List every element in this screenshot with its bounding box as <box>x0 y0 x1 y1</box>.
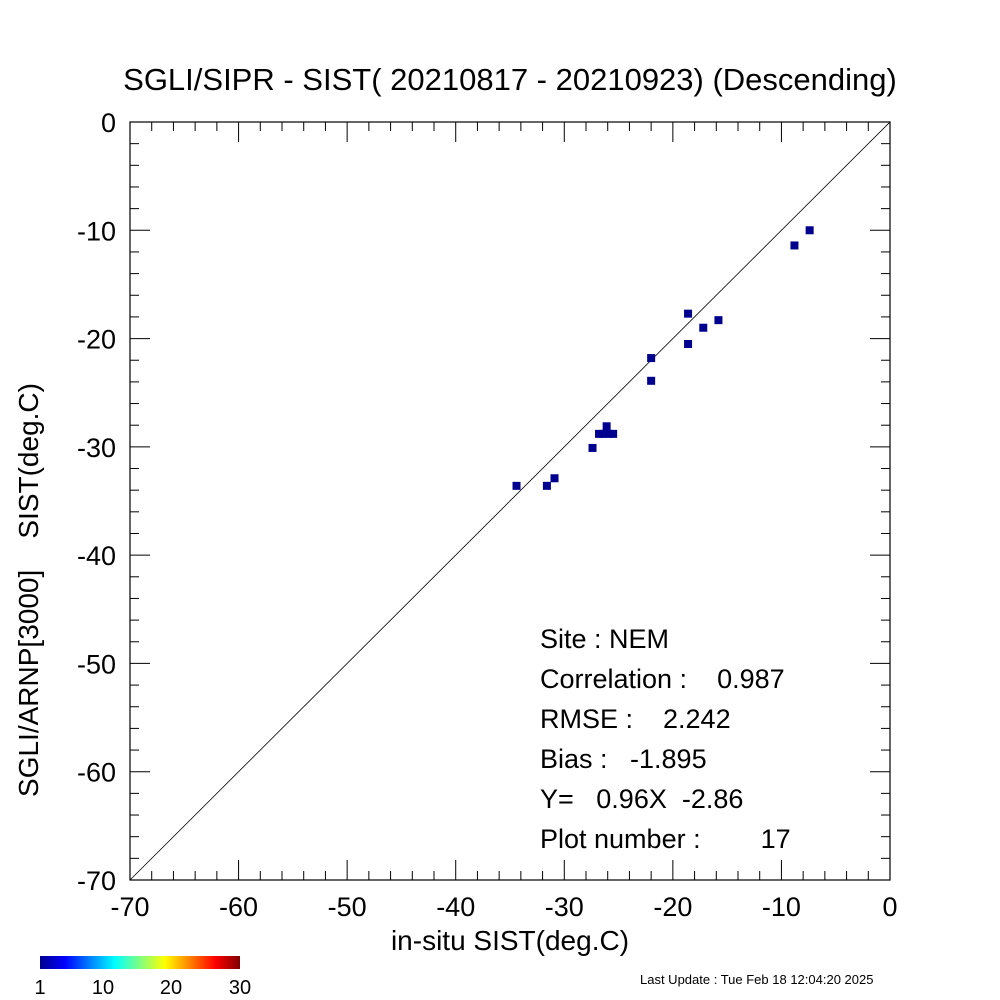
colorbar-gradient <box>40 956 240 969</box>
y-tick-label: -50 <box>77 649 116 679</box>
data-point <box>609 429 618 438</box>
data-point <box>790 241 799 250</box>
data-point <box>714 316 723 325</box>
data-point <box>512 481 521 490</box>
x-tick-label: -50 <box>328 892 367 922</box>
data-point <box>647 376 656 385</box>
data-point <box>550 474 559 483</box>
x-tick-label: -40 <box>436 892 475 922</box>
plot-frame <box>129 121 891 881</box>
y-tick-label: -30 <box>77 433 116 463</box>
data-point <box>699 323 708 332</box>
x-tick-label: -30 <box>545 892 584 922</box>
plot-axes: -70 -60 -50 -40 -30 -20 -10 0 -70 -60 -50 -40 -30 -20… <box>77 108 898 922</box>
y-tick-label: -10 <box>77 216 116 246</box>
x-tick-label: -10 <box>762 892 801 922</box>
y-tick-label: 0 <box>101 108 116 138</box>
data-point <box>684 339 693 348</box>
colorbar-tick-1: 1 <box>34 977 45 999</box>
data-point <box>647 354 656 363</box>
colorbar-tick-30: 30 <box>229 977 251 999</box>
x-tick-label: -20 <box>653 892 692 922</box>
stat-regression: Y= 0.96X -2.86 <box>540 784 743 814</box>
one-to-one-line <box>129 121 891 881</box>
data-point <box>595 429 604 438</box>
stat-rmse: RMSE : 2.242 <box>540 704 731 734</box>
y-axis-label: SGLI/ARNP[3000] SIST(deg.C) <box>13 383 44 797</box>
data-point <box>602 422 611 431</box>
stat-plot-number: Plot number : 17 <box>540 824 791 854</box>
y-tick-label: -20 <box>77 325 116 355</box>
statistics-box: Site : NEM Correlation : 0.987 RMSE : 2.… <box>540 624 791 854</box>
data-point <box>599 429 608 438</box>
last-update: Last Update : Tue Feb 18 12:04:20 2025 <box>640 972 873 987</box>
chart-title: SGLI/SIPR - SIST( 20210817 - 20210923) (… <box>123 62 897 97</box>
colorbar: 1 10 20 30 <box>34 956 251 999</box>
colorbar-tick-10: 10 <box>92 977 114 999</box>
data-point <box>542 481 551 490</box>
stat-site: Site : NEM <box>540 624 669 654</box>
y-tick-label: -60 <box>77 758 116 788</box>
x-tick-label: -60 <box>219 892 258 922</box>
y-tick-label: -70 <box>77 866 116 896</box>
data-point <box>684 309 693 318</box>
data-points <box>512 226 814 490</box>
data-point <box>588 443 597 452</box>
colorbar-tick-20: 20 <box>160 977 182 999</box>
x-tick-label: -70 <box>110 892 149 922</box>
stat-bias: Bias : -1.895 <box>540 744 707 774</box>
x-tick-label: 0 <box>882 892 897 922</box>
y-tick-label: -40 <box>77 541 116 571</box>
data-point <box>604 429 613 438</box>
x-axis-label: in-situ SIST(deg.C) <box>391 925 629 956</box>
data-point <box>805 226 814 235</box>
stat-correlation: Correlation : 0.987 <box>540 664 785 694</box>
